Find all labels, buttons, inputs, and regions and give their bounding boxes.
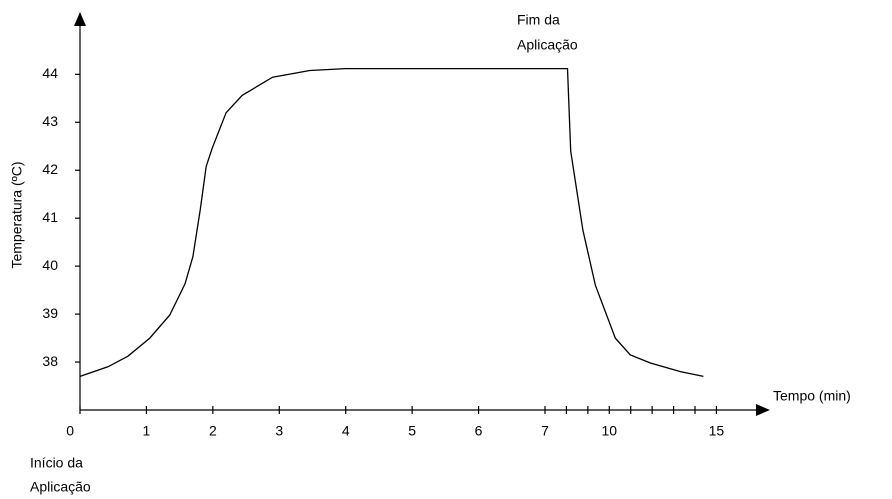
x-tick-label: 2 xyxy=(209,423,217,439)
y-tick-label: 39 xyxy=(42,305,58,321)
y-tick-label: 44 xyxy=(42,65,58,81)
y-axis-label: Temperatura (ºC) xyxy=(9,161,25,268)
x-tick-label: 10 xyxy=(601,423,617,439)
x-tick-label: 4 xyxy=(342,423,350,439)
x-tick-label: 6 xyxy=(475,423,483,439)
x-tick-label: 5 xyxy=(408,423,416,439)
y-tick-label: 41 xyxy=(42,209,58,225)
x-tick-label: 1 xyxy=(143,423,151,439)
annotation: Fim da xyxy=(517,12,560,28)
y-tick-label: 40 xyxy=(42,257,58,273)
annotation: Aplicação xyxy=(517,37,578,53)
x-axis-label: Tempo (min) xyxy=(773,388,851,404)
x-tick-label: 0 xyxy=(66,423,74,439)
y-tick-label: 43 xyxy=(42,113,58,129)
y-tick-label: 42 xyxy=(42,161,58,177)
annotation: Aplicação xyxy=(30,479,91,495)
x-tick-label: 3 xyxy=(275,423,283,439)
y-tick-label: 38 xyxy=(42,353,58,369)
y-axis-arrow xyxy=(74,12,86,26)
temperature-line xyxy=(79,67,704,378)
x-tick-label: 15 xyxy=(709,423,725,439)
annotation: Início da xyxy=(30,455,83,471)
x-axis-arrow xyxy=(756,404,770,416)
x-tick-label: 7 xyxy=(541,423,549,439)
